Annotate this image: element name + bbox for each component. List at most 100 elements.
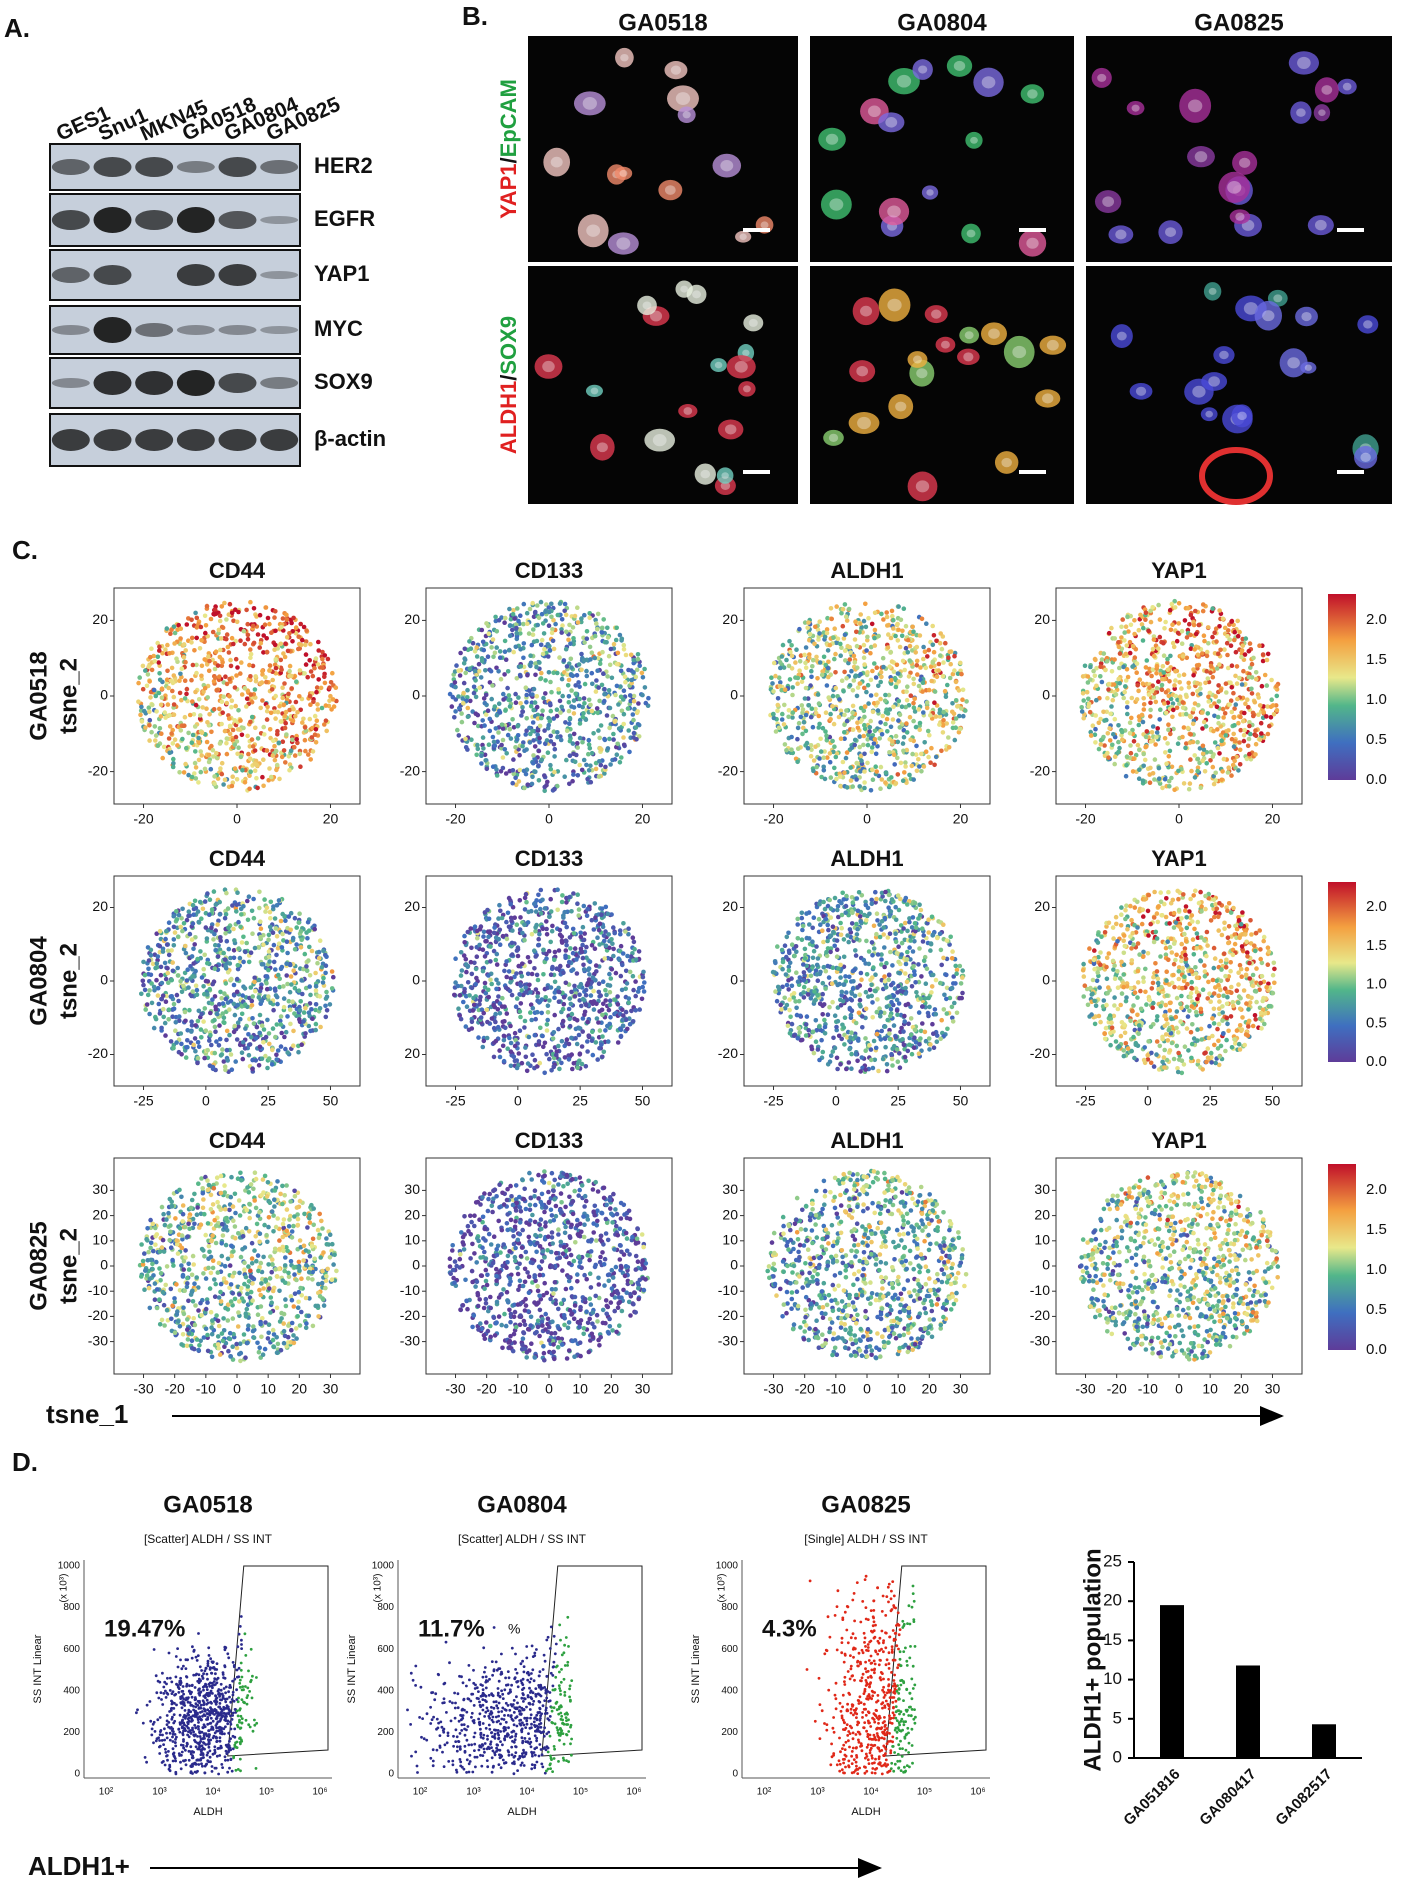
tsne-point [808,753,814,759]
tsne-point [193,968,198,974]
tsne-point [1163,619,1168,625]
tsne-point [808,714,814,720]
y-tick-label: -20 [88,1045,108,1061]
tsne-point [310,749,316,754]
cell [1158,220,1183,245]
tsne-point [1123,773,1129,779]
tsne-point [1183,745,1188,751]
tsne-point [158,714,164,719]
tsne-point [1239,648,1245,653]
tsne-point [220,1001,226,1006]
tsne-point [289,686,295,691]
tsne-point [196,919,201,925]
tsne-point [595,626,600,632]
y-tick-label: 20 [1034,611,1050,627]
tsne-point [1204,761,1209,766]
tsne-point [626,728,631,733]
tsne-point [1094,697,1099,703]
tsne-point [526,631,532,636]
tsne-point [270,677,276,683]
tsne-point [238,638,243,643]
blot-band [176,325,215,335]
tsne-point [233,1059,238,1064]
tsne-point [266,937,271,943]
tsne-point [914,743,919,749]
tsne-point [963,708,968,713]
tsne-point [216,1043,222,1048]
tsne-point [314,718,320,723]
tsne-point [241,934,246,940]
blot-band [51,159,90,175]
tsne-point [145,992,151,998]
tsne-point [778,665,783,671]
tsne-point [213,902,219,907]
tsne-point [198,713,203,718]
tsne-point [795,681,800,686]
tsne-point [1085,680,1091,685]
tsne-point [510,612,516,617]
tsne-point [1149,673,1154,679]
tsne-point [236,919,241,925]
tsne-point [324,728,330,734]
tsne-point [496,701,502,706]
tsne-point [492,743,498,748]
tsne-point [863,601,868,607]
tsne-point [824,630,830,636]
cell [907,351,928,368]
tsne-point [213,942,218,948]
tsne-point [303,662,309,667]
tsne-point [251,606,257,611]
tsne-point [240,1056,246,1062]
tsne-point [192,648,197,653]
tsne-point [521,768,527,774]
tsne-point [514,737,520,742]
tsne-point [514,625,519,631]
tsne-point [572,759,578,765]
cell-core [829,198,844,211]
tsne-point [870,709,876,715]
tsne-point [274,1052,279,1058]
tsne-point [192,1036,198,1041]
tsne-point [497,1048,502,1053]
tsne-point [1202,638,1207,644]
tsne-point [243,949,248,955]
blot-band [93,207,132,233]
tsne-point [1229,709,1235,715]
tsne-point [224,736,230,741]
tsne-point [234,619,240,625]
cell-core [1194,151,1208,163]
tsne-point [1110,742,1115,748]
cell [637,295,657,316]
tsne-point [579,1003,584,1009]
tsne-point [174,656,179,661]
tsne-point [1224,690,1229,695]
tsne-point [232,1023,237,1029]
tsne-point [161,744,167,750]
tsne-point [813,744,818,749]
tsne-point [567,935,573,940]
tsne-point [556,687,561,692]
tsne-point [567,721,572,726]
cell-core [1239,157,1251,168]
tsne-point [229,704,234,710]
tsne-point [246,894,252,899]
cell [1203,282,1222,301]
tsne-point [477,685,483,691]
tsne-point [1211,728,1216,734]
tsne-point [1231,731,1236,737]
tsne-point [795,736,800,742]
tsne-point [138,712,143,718]
tsne-point [213,948,218,953]
tsne-point [486,742,492,747]
tsne-point [896,698,902,704]
tsne-point [174,992,180,998]
tsne-point [190,732,196,738]
tsne-point [458,650,463,656]
tsne-point [1220,616,1226,622]
tsne-point [582,681,588,687]
tsne-point [548,733,553,739]
tsne-point [797,626,802,632]
tsne-point [953,716,959,721]
tsne-point [254,614,259,619]
